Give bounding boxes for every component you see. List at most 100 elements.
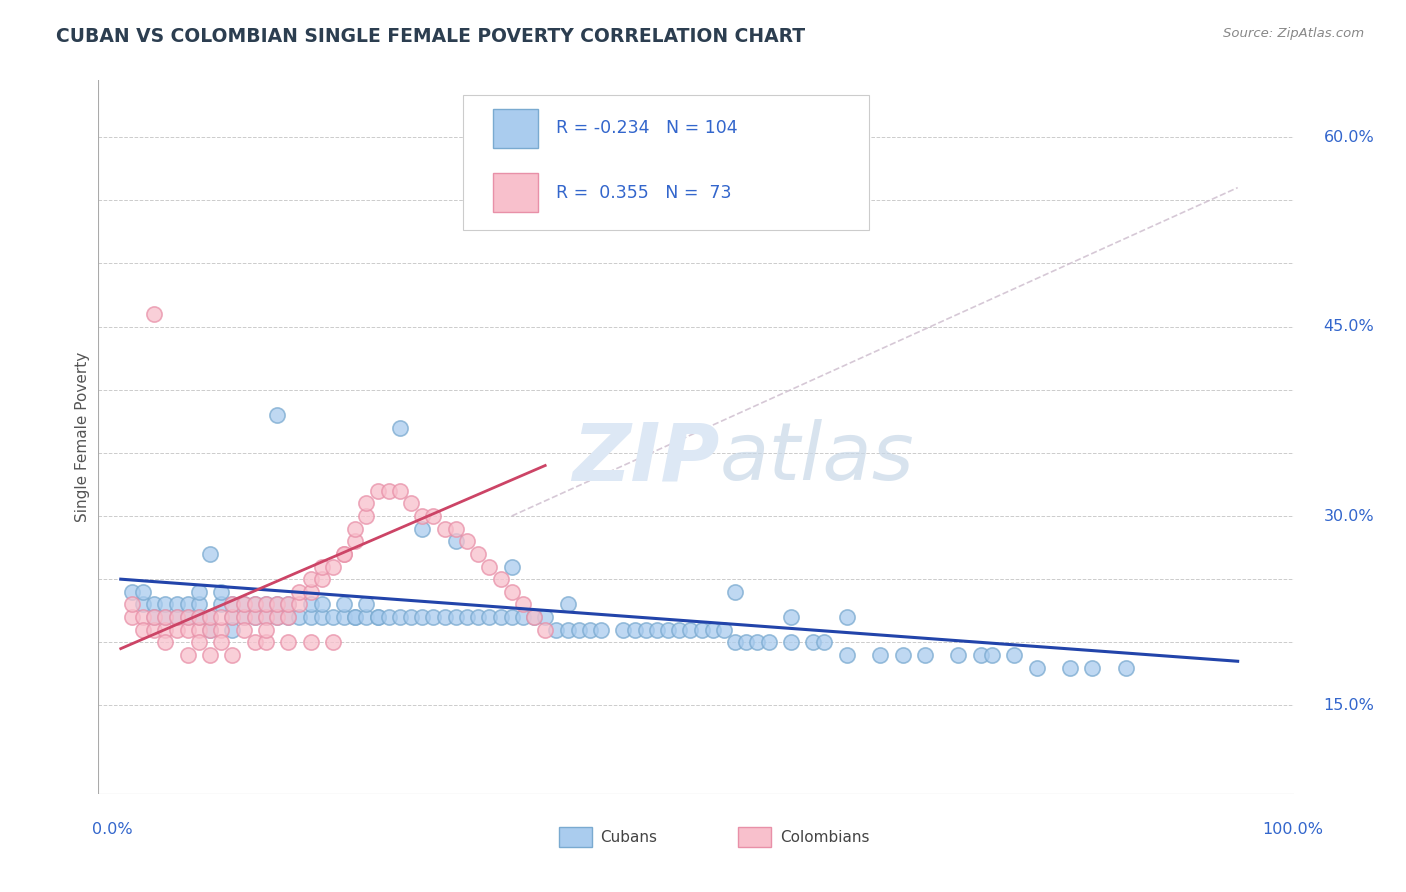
Point	[155, 623, 177, 637]
Point	[143, 307, 166, 321]
Point	[645, 623, 668, 637]
Point	[166, 598, 188, 612]
Bar	[494, 109, 538, 148]
Point	[243, 610, 266, 624]
Point	[322, 610, 344, 624]
Point	[243, 598, 266, 612]
Point	[277, 598, 299, 612]
Point	[478, 559, 501, 574]
Point	[143, 623, 166, 637]
Point	[501, 610, 523, 624]
Point	[243, 598, 266, 612]
Point	[311, 598, 333, 612]
Point	[735, 635, 758, 649]
Point	[198, 547, 221, 561]
Point	[367, 610, 389, 624]
Point	[411, 508, 433, 523]
Point	[187, 598, 209, 612]
Point	[579, 623, 602, 637]
Point	[221, 648, 243, 662]
Point	[232, 610, 254, 624]
Point	[970, 648, 993, 662]
Point	[277, 610, 299, 624]
Point	[266, 610, 288, 624]
Point	[523, 610, 546, 624]
Point	[433, 522, 456, 536]
Point	[209, 635, 232, 649]
Point	[243, 610, 266, 624]
Point	[523, 610, 546, 624]
Point	[221, 598, 243, 612]
Point	[344, 534, 367, 549]
Point	[198, 623, 221, 637]
Point	[166, 623, 188, 637]
Point	[187, 610, 209, 624]
Point	[433, 610, 456, 624]
Point	[367, 483, 389, 498]
Point	[679, 623, 702, 637]
Point	[177, 610, 200, 624]
Point	[322, 559, 344, 574]
Point	[198, 610, 221, 624]
Point	[311, 559, 333, 574]
Point	[399, 496, 422, 510]
Point	[411, 610, 433, 624]
Point	[288, 610, 311, 624]
Bar	[738, 828, 772, 847]
Y-axis label: Single Female Poverty: Single Female Poverty	[75, 352, 90, 522]
Point	[198, 648, 221, 662]
Point	[914, 648, 936, 662]
Point	[557, 623, 579, 637]
Point	[724, 635, 747, 649]
Point	[356, 508, 378, 523]
Point	[1059, 660, 1081, 674]
Bar	[494, 173, 538, 212]
Point	[367, 610, 389, 624]
Text: R = -0.234   N = 104: R = -0.234 N = 104	[557, 120, 738, 137]
Text: CUBAN VS COLOMBIAN SINGLE FEMALE POVERTY CORRELATION CHART: CUBAN VS COLOMBIAN SINGLE FEMALE POVERTY…	[56, 27, 806, 45]
Text: Colombians: Colombians	[779, 830, 869, 845]
Point	[780, 635, 803, 649]
Point	[155, 635, 177, 649]
Text: 15.0%: 15.0%	[1323, 698, 1374, 713]
Point	[1081, 660, 1104, 674]
Point	[456, 534, 478, 549]
Point	[221, 610, 243, 624]
Point	[277, 598, 299, 612]
Point	[478, 610, 501, 624]
Text: 100.0%: 100.0%	[1263, 822, 1323, 838]
Point	[501, 584, 523, 599]
Point	[557, 598, 579, 612]
Point	[444, 610, 467, 624]
Point	[243, 635, 266, 649]
Point	[299, 584, 322, 599]
Point	[311, 572, 333, 586]
Text: atlas: atlas	[720, 419, 915, 498]
Point	[166, 610, 188, 624]
Point	[209, 623, 232, 637]
Point	[177, 610, 200, 624]
Point	[724, 584, 747, 599]
Point	[132, 623, 155, 637]
Point	[143, 610, 166, 624]
Point	[266, 408, 288, 422]
Point	[266, 598, 288, 612]
Point	[891, 648, 914, 662]
Point	[869, 648, 891, 662]
Point	[299, 635, 322, 649]
Point	[378, 483, 401, 498]
Point	[254, 610, 277, 624]
Point	[333, 610, 356, 624]
Point	[232, 598, 254, 612]
Point	[801, 635, 824, 649]
Point	[981, 648, 1004, 662]
Point	[948, 648, 970, 662]
Point	[356, 598, 378, 612]
Point	[266, 610, 288, 624]
Point	[634, 623, 657, 637]
Point	[568, 623, 591, 637]
Point	[209, 584, 232, 599]
Point	[198, 623, 221, 637]
Point	[589, 623, 612, 637]
FancyBboxPatch shape	[463, 95, 869, 230]
